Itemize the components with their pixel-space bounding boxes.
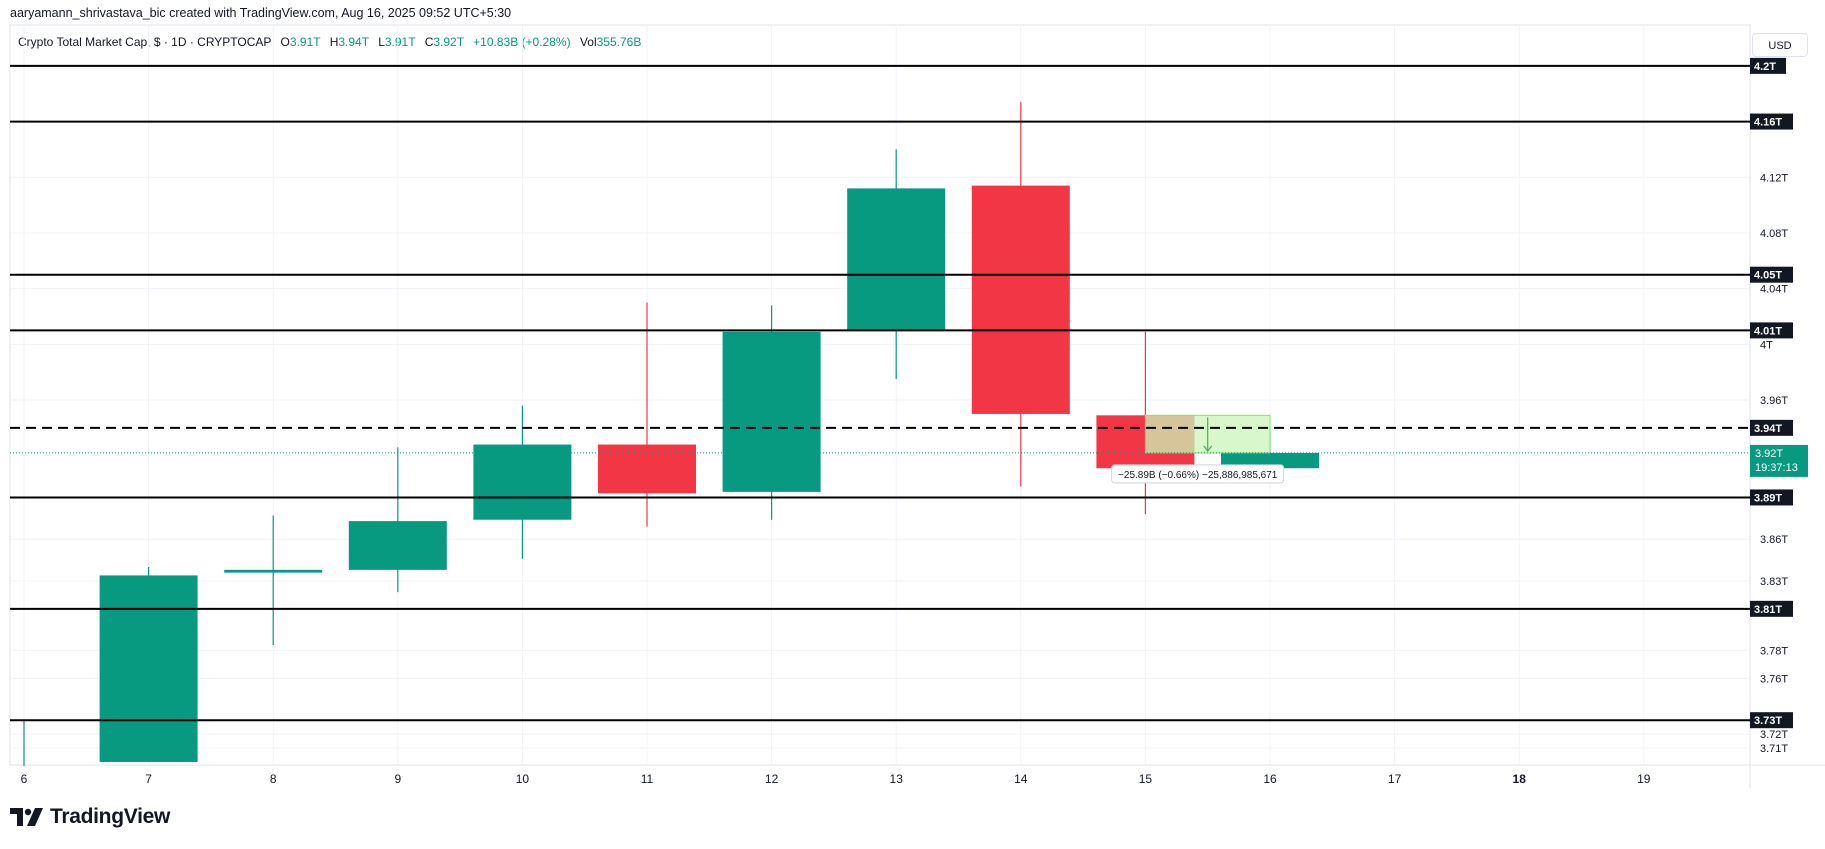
- price-labels: 4.2T 4.16T 4.05T 4.01T 3.94T 3.89T 3.81T 3.73T 3…: [1750, 57, 1808, 729]
- tradingview-logo[interactable]: TradingView: [10, 805, 170, 829]
- volume-label: Vol: [579, 35, 597, 49]
- level-label: 4.01T: [1754, 325, 1782, 337]
- close-value: 3.92T: [433, 35, 464, 49]
- y-tick-label: 4T: [1760, 339, 1773, 351]
- candle: [847, 149, 946, 380]
- x-tick-label: 9: [394, 772, 401, 786]
- candle: [348, 447, 447, 593]
- open-label: O: [280, 35, 290, 49]
- tradingview-logo-icon: [10, 808, 43, 826]
- measure-tool: −25.89B (−0.66%) −25,886,985,671: [1111, 414, 1285, 484]
- tradingview-logo-text: TradingView: [50, 805, 171, 828]
- level-label-box: [1750, 419, 1793, 436]
- candle: [971, 102, 1070, 487]
- level-label: 4.2T: [1754, 61, 1776, 73]
- level-label: 4.16T: [1754, 117, 1782, 129]
- candle-body: [348, 521, 447, 570]
- x-tick-label: 18: [1513, 772, 1527, 786]
- x-tick-label: 13: [890, 772, 904, 786]
- level-label-box: [1750, 489, 1793, 506]
- y-tick-label: 3.72T: [1760, 729, 1788, 741]
- y-tick-label: 3.71T: [1760, 743, 1788, 755]
- horizontal-levels: [10, 64, 1750, 722]
- y-tick-label: 3.86T: [1760, 534, 1788, 546]
- currency-button[interactable]: USD: [1752, 33, 1808, 57]
- chart-attribution: aaryamann_shrivastava_bic created with T…: [10, 6, 512, 20]
- level-label: 3.73T: [1754, 715, 1782, 727]
- level-label: 3.94T: [1754, 423, 1782, 435]
- level-label: 3.81T: [1754, 604, 1782, 616]
- candle-body: [722, 331, 821, 492]
- open-value: 3.91T: [289, 35, 321, 49]
- symbol-title[interactable]: Crypto Total Market Cap, $ · 1D · CRYPTO…: [18, 35, 272, 49]
- low-value: 3.91T: [384, 35, 416, 49]
- low-label: L: [378, 35, 385, 49]
- price-axis[interactable]: 4.12T 4.08T 4.04T 4T 3.96T 3.86T 3.83T 3.78T 3.7…: [1760, 172, 1788, 755]
- current-price-label: 3.92T: [1755, 448, 1783, 460]
- y-tick-label: 3.76T: [1760, 673, 1788, 685]
- grid: [9, 24, 1825, 788]
- level-label-box: [1750, 600, 1793, 617]
- x-tick-label: 11: [641, 772, 654, 786]
- measure-label: −25.89B (−0.66%) −25,886,985,671: [1118, 470, 1278, 481]
- candle-body: [1221, 452, 1319, 469]
- close-label: C: [424, 35, 434, 49]
- level-label-box: [1750, 57, 1786, 74]
- change-value: +10.83B (+0.28%): [473, 35, 571, 49]
- level-label-box: [1750, 712, 1793, 729]
- level-label: 3.89T: [1754, 492, 1782, 504]
- countdown-label: 19:37:13: [1755, 462, 1798, 474]
- x-tick-label: 6: [21, 772, 28, 786]
- high-label: H: [329, 35, 339, 49]
- candle: [722, 305, 821, 520]
- candle: [598, 302, 696, 527]
- level-label-box: [1750, 113, 1793, 130]
- symbol-legend: Crypto Total Market Cap, $ · 1D · CRYPTO…: [18, 35, 641, 49]
- candle-body: [224, 569, 323, 573]
- high-value: 3.94T: [338, 35, 369, 49]
- x-tick-label: 15: [1139, 772, 1153, 786]
- x-tick-label: 16: [1263, 772, 1277, 786]
- x-tick-label: 17: [1388, 772, 1402, 786]
- y-tick-label: 4.08T: [1760, 228, 1788, 240]
- y-tick-label: 3.83T: [1760, 576, 1788, 588]
- candle: [224, 515, 323, 646]
- candle-body: [598, 444, 696, 494]
- level-label-box: [1750, 322, 1793, 339]
- current-price-box: [1750, 444, 1808, 477]
- x-tick-label: 12: [765, 772, 779, 786]
- level-label-box: [1750, 266, 1793, 283]
- measure-label-box: [1111, 464, 1285, 484]
- x-tick-label: 14: [1014, 772, 1028, 786]
- candle-body: [847, 188, 946, 331]
- x-tick-label: 10: [516, 772, 530, 786]
- measure-arrow-head: [1203, 445, 1213, 452]
- x-tick-label: 8: [270, 772, 277, 786]
- y-tick-label: 4.04T: [1760, 284, 1788, 296]
- plot-frame: [9, 24, 1751, 766]
- y-tick-label: 3.78T: [1760, 646, 1788, 658]
- candle: [473, 405, 572, 559]
- volume-value: 355.76B: [596, 35, 642, 49]
- y-tick-label: 3.96T: [1760, 395, 1788, 407]
- x-tick-label: 19: [1637, 772, 1651, 786]
- time-axis[interactable]: 6 7 8 9 10 11 12 13 14 15 16 17 18 19: [21, 772, 1651, 786]
- level-label: 4.05T: [1754, 270, 1782, 282]
- candle-body: [473, 444, 572, 520]
- candle-body: [99, 575, 198, 762]
- x-tick-label: 7: [145, 772, 152, 786]
- candles: [23, 102, 1319, 767]
- candlestick-chart[interactable]: 4.12T 4.08T 4.04T 4T 3.96T 3.86T 3.83T 3.78T 3.7…: [0, 0, 1825, 800]
- candle: [99, 567, 198, 762]
- candle-body: [971, 185, 1070, 414]
- y-tick-label: 4.12T: [1760, 172, 1788, 184]
